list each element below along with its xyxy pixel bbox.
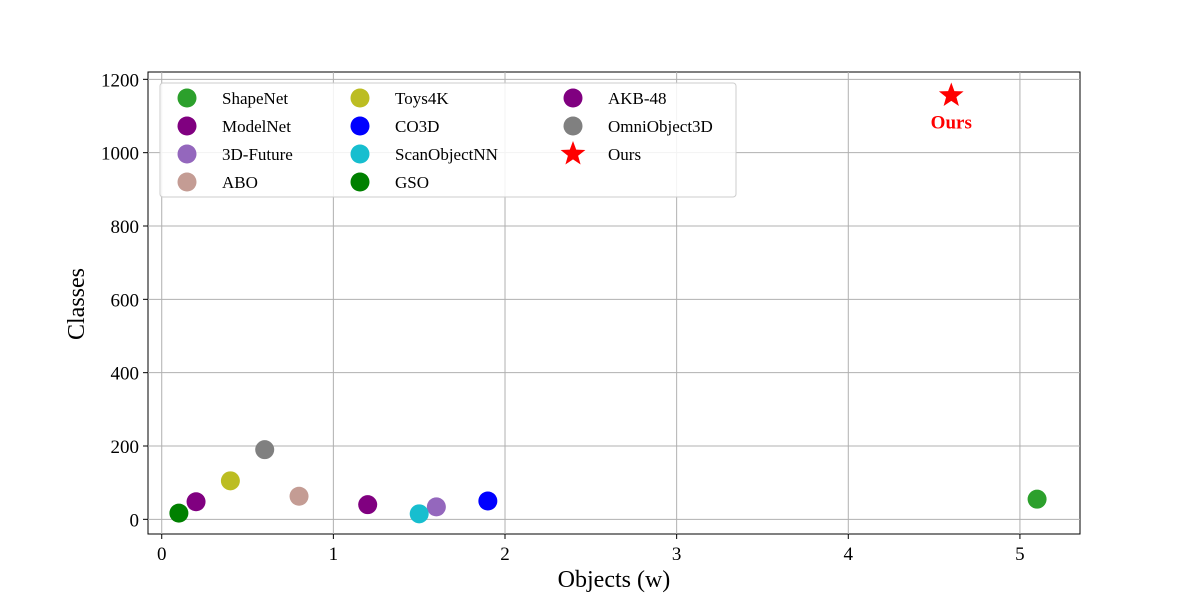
legend-label-omniobject3d: OmniObject3D bbox=[608, 117, 713, 136]
y-tick-label: 0 bbox=[130, 510, 140, 531]
data-point-modelnet bbox=[186, 492, 206, 512]
data-point-toys4k bbox=[220, 471, 240, 491]
x-tick-label: 4 bbox=[844, 544, 854, 565]
data-point-omniobject3d bbox=[255, 440, 275, 460]
legend-marker-scanobjectnn bbox=[350, 144, 370, 164]
y-tick-label: 400 bbox=[111, 364, 140, 385]
legend: ShapeNet ModelNet 3D-Future ABO Toys4K CO3D Sc… bbox=[159, 82, 737, 198]
data-point-scanobjectnn bbox=[409, 504, 429, 524]
legend-label-shapenet: ShapeNet bbox=[222, 89, 288, 108]
y-axis-label: Classes bbox=[64, 268, 90, 340]
data-point-3d-future bbox=[426, 497, 446, 517]
y-tick-label: 200 bbox=[111, 437, 140, 458]
x-tick-label: 3 bbox=[672, 544, 682, 565]
legend-marker-3d-future bbox=[177, 144, 197, 164]
legend-marker-toys4k bbox=[350, 88, 370, 108]
legend-label-modelnet: ModelNet bbox=[222, 117, 291, 136]
data-point-akb-48 bbox=[358, 495, 378, 515]
legend-marker-ours bbox=[560, 141, 586, 165]
legend-label-3d-future: 3D-Future bbox=[222, 145, 293, 164]
x-tick-label: 1 bbox=[329, 544, 339, 565]
y-tick-label: 800 bbox=[111, 217, 140, 238]
legend-marker-modelnet bbox=[177, 116, 197, 136]
x-tick-label: 2 bbox=[500, 544, 510, 565]
legend-marker-abo bbox=[177, 172, 197, 192]
legend-label-ours: Ours bbox=[608, 145, 641, 164]
x-tick-label: 0 bbox=[157, 544, 167, 565]
data-point-abo bbox=[289, 486, 309, 506]
legend-label-scanobjectnn: ScanObjectNN bbox=[395, 145, 498, 164]
legend-marker-omniobject3d bbox=[563, 116, 583, 136]
legend-label-toys4k: Toys4K bbox=[395, 89, 449, 108]
legend-label-akb-48: AKB-48 bbox=[608, 89, 667, 108]
plot-area bbox=[147, 71, 1081, 535]
legend-box bbox=[159, 82, 737, 198]
data-point-co3d bbox=[478, 491, 498, 511]
legend-label-gso: GSO bbox=[395, 173, 429, 192]
y-tick-label: 1000 bbox=[101, 144, 139, 165]
y-tick-label: 600 bbox=[111, 290, 140, 311]
annotation-label: Ours bbox=[931, 112, 972, 133]
legend-marker-akb-48 bbox=[563, 88, 583, 108]
x-axis-label: Objects (w) bbox=[558, 567, 671, 593]
axis-ticks: 0 1 2 3 4 5 0 200 400 600 800 1000 1200 bbox=[101, 70, 1025, 565]
annotations: Ours bbox=[931, 112, 972, 133]
y-tick-label: 1200 bbox=[101, 70, 139, 91]
legend-label-abo: ABO bbox=[222, 173, 258, 192]
data-points bbox=[169, 82, 1047, 524]
legend-marker-shapenet bbox=[177, 88, 197, 108]
legend-marker-co3d bbox=[350, 116, 370, 136]
data-point-ours bbox=[938, 82, 964, 106]
x-tick-label: 5 bbox=[1015, 544, 1025, 565]
data-point-gso bbox=[169, 503, 189, 523]
data-point-shapenet bbox=[1027, 489, 1047, 509]
legend-label-co3d: CO3D bbox=[395, 117, 439, 136]
legend-marker-gso bbox=[350, 172, 370, 192]
